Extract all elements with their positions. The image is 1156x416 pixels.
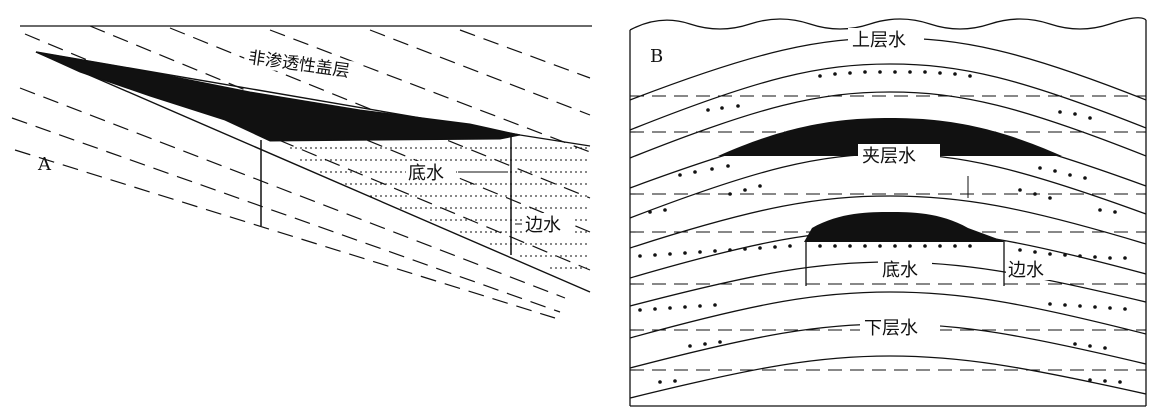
edge-water-label-b-bg xyxy=(1006,258,1060,280)
strata-line xyxy=(14,149,556,319)
sandstone-dots xyxy=(638,70,1127,384)
bottom-water-label-b: 底水 xyxy=(882,260,918,281)
stratum-curve xyxy=(630,195,1146,249)
lower-strata xyxy=(11,87,566,319)
panel-a-letter: A xyxy=(37,154,52,175)
lower-water-label: 下层水 xyxy=(864,318,918,339)
cap-rock-extension xyxy=(519,134,591,147)
upper-oil-body xyxy=(718,118,1062,156)
interlayer-water-label-bg xyxy=(858,144,940,168)
reservoir-base-line xyxy=(35,51,591,293)
lower-oil-body xyxy=(804,212,1006,242)
edge-water-label-b: 边水 xyxy=(1008,260,1044,281)
upper-water-label-bg xyxy=(848,28,924,52)
cap-rock-label-bg xyxy=(243,46,357,82)
interlayer-water-label: 夹层水 xyxy=(862,146,916,167)
edge-water-label-a: 边水 xyxy=(525,215,561,236)
bottom-water-label-a: 底水 xyxy=(408,163,444,184)
stratum-curve xyxy=(630,63,1146,131)
cap-rock-label: 非渗透性盖层 xyxy=(247,48,351,82)
stratum-curve xyxy=(630,91,1146,159)
strata-line xyxy=(11,117,561,313)
panel-b-wavy-top xyxy=(629,17,1147,31)
strata-line xyxy=(459,29,591,79)
oil-reservoir-body xyxy=(35,51,521,142)
stratum-curve xyxy=(630,355,1146,399)
bottom-water-label-bg xyxy=(406,161,456,183)
panel-b: 上层水 夹层水 底水 边水 下层水 B xyxy=(629,17,1147,407)
strata-line xyxy=(19,87,566,299)
panel-b-letter: B xyxy=(650,46,663,67)
panel-a: 非渗透性盖层 底水 边水 A xyxy=(11,25,592,319)
lower-water-label-bg xyxy=(860,316,940,340)
stratum-curve xyxy=(630,291,1146,339)
bottom-water-label-b-bg xyxy=(878,258,932,280)
edge-water-label-bg xyxy=(523,213,575,235)
water-zone-dotted-lines xyxy=(290,147,590,269)
strata-line xyxy=(369,29,591,116)
strata-line xyxy=(269,29,591,153)
water-level-dashes xyxy=(630,95,1146,371)
upper-water-label: 上层水 xyxy=(852,30,906,51)
strata-line xyxy=(89,25,591,233)
